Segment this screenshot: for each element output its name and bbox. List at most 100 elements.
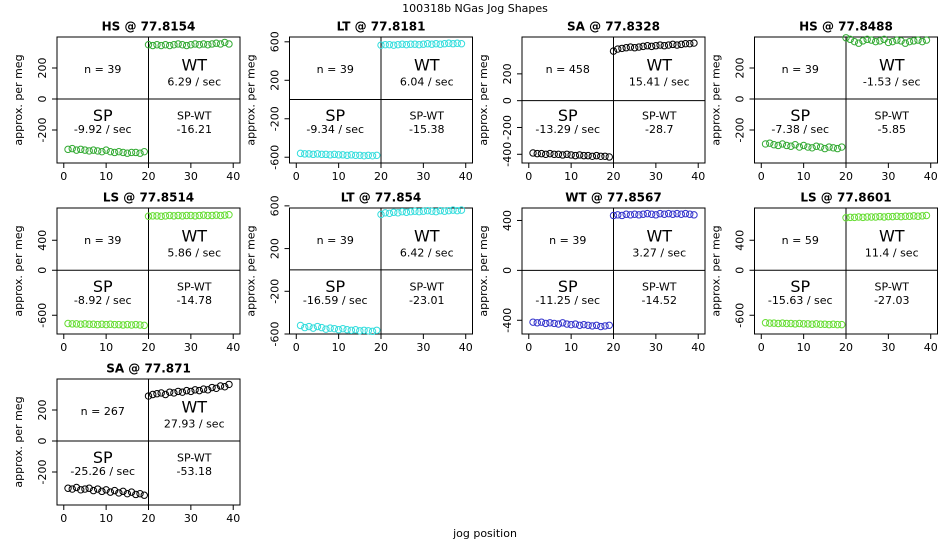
data-point <box>106 488 115 496</box>
plot-frame <box>521 36 706 164</box>
panel: HS @ 77.8488 approx. per meg 0 10 20 30 40 -200… <box>710 20 938 183</box>
data-point <box>669 210 677 218</box>
data-point <box>106 320 115 328</box>
data-point <box>153 390 161 398</box>
data-point <box>567 320 575 329</box>
x-tick-label: 10 <box>797 170 811 183</box>
wt-label: WT <box>181 55 207 74</box>
data-point <box>643 42 652 50</box>
data-point <box>178 388 187 396</box>
x-tick-label: 0 <box>293 341 300 354</box>
data-point <box>910 212 918 220</box>
data-point <box>876 37 884 45</box>
data-point <box>102 146 110 154</box>
y-tick-label: 200 <box>501 63 514 84</box>
data-point <box>656 41 664 49</box>
panel: HS @ 77.8154 approx. per meg 0 10 20 30 40 -200… <box>12 20 241 183</box>
x-tick-label: 0 <box>758 341 765 354</box>
data-point <box>93 485 102 493</box>
sp-label: SP <box>558 106 578 125</box>
data-point <box>533 149 541 158</box>
data-point <box>597 152 605 160</box>
y-tick-label: 600 <box>269 195 282 216</box>
data-point <box>533 319 541 327</box>
diff-value: -23.01 <box>409 294 444 307</box>
data-point <box>140 321 148 330</box>
data-point <box>144 212 153 220</box>
data-point <box>681 209 690 218</box>
data-point <box>457 40 466 48</box>
data-point <box>182 386 191 395</box>
x-tick-label: 30 <box>416 341 430 354</box>
x-tick-label: 20 <box>839 341 853 354</box>
data-point <box>132 320 140 329</box>
data-point <box>884 212 893 221</box>
data-point <box>381 40 389 49</box>
data-point <box>542 150 550 158</box>
data-point <box>127 488 136 496</box>
data-point <box>157 389 165 397</box>
x-tick-label: 40 <box>226 170 240 183</box>
data-point <box>81 146 89 154</box>
diff-label: SP-WT <box>410 109 445 122</box>
data-point <box>317 150 326 159</box>
diff-label: SP-WT <box>875 280 910 293</box>
data-point <box>149 41 157 50</box>
data-point <box>182 41 191 50</box>
y-tick-label: 400 <box>501 210 514 231</box>
data-point <box>115 320 123 329</box>
data-point <box>428 40 436 48</box>
data-point <box>119 321 127 329</box>
plot-frame <box>521 207 706 335</box>
data-point <box>132 490 140 499</box>
data-point <box>897 212 905 221</box>
data-point <box>816 320 825 328</box>
data-point <box>385 40 394 49</box>
panel-title: LS @ 77.8601 <box>800 191 891 205</box>
data-point <box>791 320 799 328</box>
x-tick-label: 10 <box>332 170 346 183</box>
wt-label: WT <box>879 55 905 74</box>
x-tick-label: 10 <box>564 341 578 354</box>
y-tick-label: 200 <box>269 238 282 259</box>
data-point <box>225 40 233 48</box>
plot-frame <box>289 36 473 164</box>
x-tick-label: 20 <box>142 512 156 525</box>
data-point <box>778 140 787 148</box>
data-point <box>829 144 837 152</box>
data-point <box>432 208 440 216</box>
data-point <box>195 41 204 49</box>
data-point <box>440 40 449 48</box>
data-point <box>571 320 580 328</box>
data-point <box>859 37 867 45</box>
data-point <box>825 320 833 329</box>
data-point <box>373 151 381 160</box>
data-point <box>635 211 643 219</box>
data-point <box>558 151 567 159</box>
wt-rate: 15.41 / sec <box>629 75 690 88</box>
x-tick-label: 20 <box>374 341 388 354</box>
data-point <box>406 208 415 216</box>
data-point <box>68 320 76 328</box>
x-tick-label: 10 <box>99 170 113 183</box>
x-tick-label: 20 <box>374 170 388 183</box>
data-point <box>326 151 334 159</box>
data-point <box>199 385 208 393</box>
data-point <box>821 320 829 328</box>
data-point <box>161 390 170 399</box>
data-point <box>368 327 377 336</box>
data-point <box>296 321 305 330</box>
data-point <box>774 141 782 150</box>
count-label: n = 59 <box>782 234 819 247</box>
data-point <box>660 42 669 50</box>
data-point <box>664 41 673 49</box>
data-point <box>652 42 660 50</box>
panel-title: LT @ 77.8181 <box>337 20 426 34</box>
data-point <box>385 209 394 218</box>
data-point <box>893 212 901 220</box>
y-axis-label: approx. per meg <box>245 54 258 145</box>
data-point <box>529 149 537 157</box>
diff-label: SP-WT <box>177 109 212 122</box>
count-label: n = 39 <box>84 63 121 76</box>
data-point <box>829 320 837 328</box>
